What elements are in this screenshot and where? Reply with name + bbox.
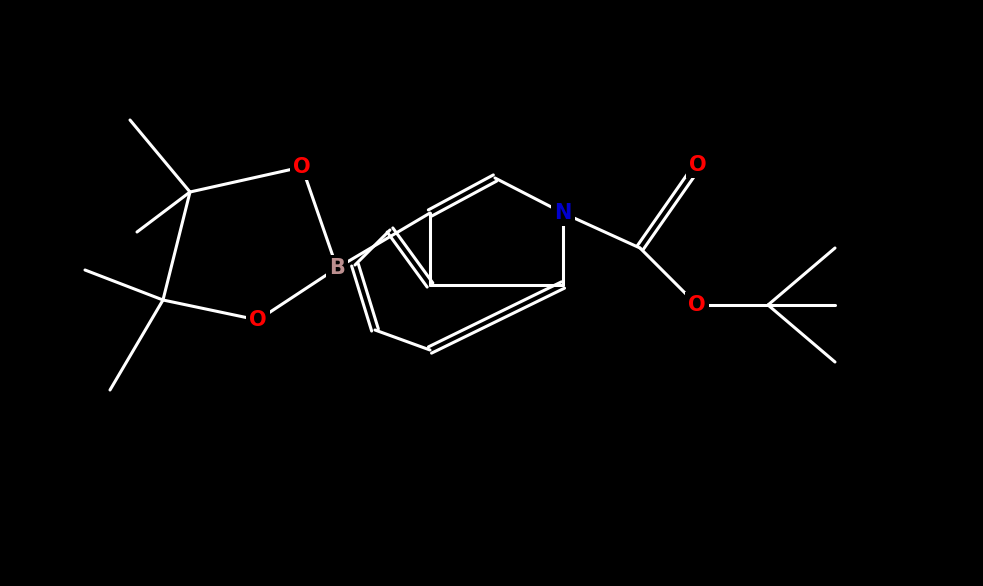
Text: O: O: [249, 310, 266, 330]
Text: O: O: [688, 295, 706, 315]
Text: O: O: [293, 157, 311, 177]
Text: B: B: [329, 258, 345, 278]
Text: N: N: [554, 203, 572, 223]
Text: O: O: [689, 155, 707, 175]
